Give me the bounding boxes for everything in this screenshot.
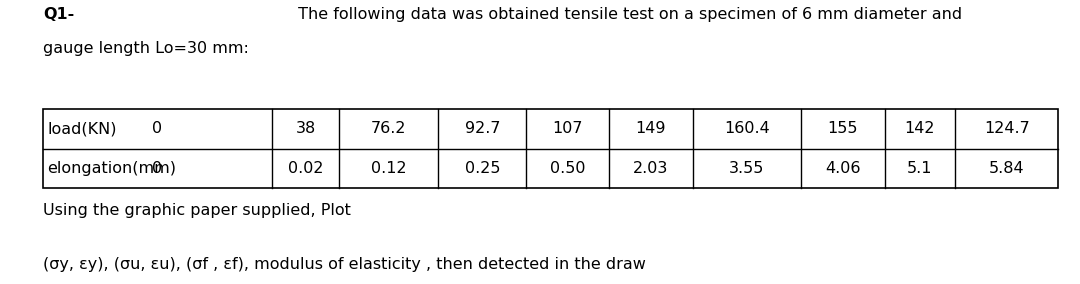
Text: 160.4: 160.4	[724, 122, 770, 136]
Text: 124.7: 124.7	[984, 122, 1029, 136]
Text: 92.7: 92.7	[464, 122, 500, 136]
Text: 4.06: 4.06	[825, 161, 861, 176]
Text: elongation(mm): elongation(mm)	[48, 161, 176, 176]
Text: Q1-: Q1-	[43, 7, 75, 22]
Text: 0.02: 0.02	[287, 161, 323, 176]
Text: The following data was obtained tensile test on a specimen of 6 mm diameter and: The following data was obtained tensile …	[293, 7, 962, 22]
Text: gauge length Lo=30 mm:: gauge length Lo=30 mm:	[43, 41, 249, 56]
Text: 0: 0	[152, 122, 162, 136]
Text: 142: 142	[905, 122, 935, 136]
Text: 38: 38	[295, 122, 315, 136]
Text: 0.12: 0.12	[370, 161, 406, 176]
Text: 76.2: 76.2	[370, 122, 406, 136]
Text: 5.84: 5.84	[989, 161, 1025, 176]
Text: 3.55: 3.55	[729, 161, 765, 176]
Text: load(KN): load(KN)	[48, 122, 117, 136]
Text: 0.25: 0.25	[464, 161, 500, 176]
Text: 149: 149	[636, 122, 666, 136]
Text: Using the graphic paper supplied, Plot: Using the graphic paper supplied, Plot	[43, 203, 356, 218]
Text: (σy, εy), (σu, εu), (σf , εf), modulus of elasticity , then detected in the draw: (σy, εy), (σu, εu), (σf , εf), modulus o…	[43, 257, 657, 272]
Text: 107: 107	[553, 122, 583, 136]
Text: 155: 155	[827, 122, 858, 136]
Text: 2.03: 2.03	[633, 161, 669, 176]
Text: 5.1: 5.1	[907, 161, 933, 176]
Text: 0: 0	[152, 161, 162, 176]
Text: 0.50: 0.50	[550, 161, 585, 176]
